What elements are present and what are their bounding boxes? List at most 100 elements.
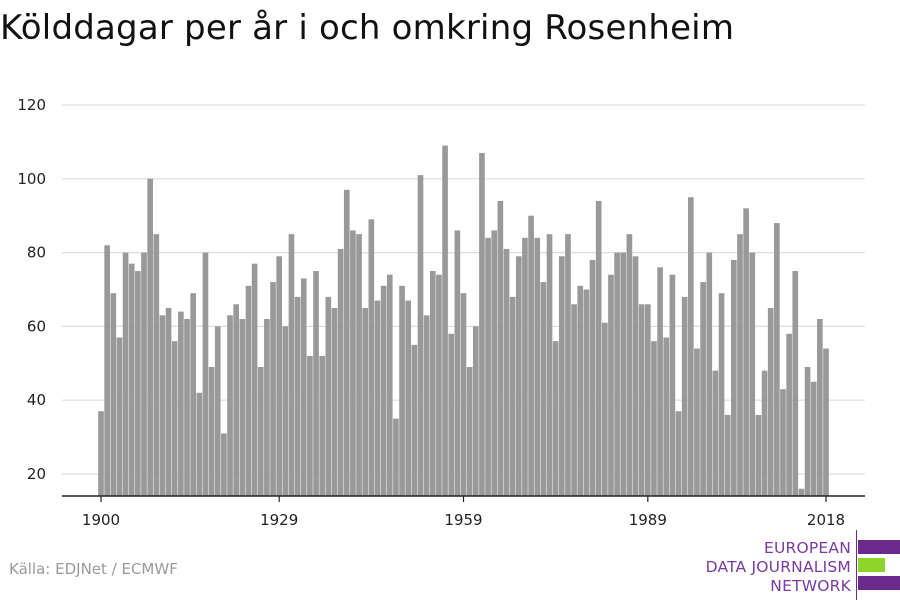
bar-1939[interactable] bbox=[337, 248, 344, 496]
bar-1973[interactable] bbox=[546, 234, 553, 496]
bar-1982[interactable] bbox=[601, 322, 608, 496]
bar-1943[interactable] bbox=[362, 307, 369, 496]
bar-1928[interactable] bbox=[270, 282, 276, 496]
bar-1903[interactable] bbox=[116, 337, 123, 496]
bar-1958[interactable] bbox=[454, 230, 461, 496]
bar-1938[interactable] bbox=[331, 307, 338, 496]
bar-1932[interactable] bbox=[294, 296, 301, 496]
bar-1944[interactable] bbox=[368, 219, 375, 496]
bar-1989[interactable] bbox=[644, 304, 651, 496]
bar-1934[interactable] bbox=[307, 355, 313, 496]
bar-1987[interactable] bbox=[632, 256, 639, 496]
bar-1978[interactable] bbox=[577, 285, 584, 496]
bar-1976[interactable] bbox=[565, 234, 571, 496]
bar-1984[interactable] bbox=[614, 252, 620, 496]
bar-1948[interactable] bbox=[393, 418, 399, 496]
bar-1947[interactable] bbox=[386, 274, 393, 496]
bar-1908[interactable] bbox=[147, 178, 153, 497]
bar-1942[interactable] bbox=[356, 234, 362, 496]
bar-2006[interactable] bbox=[749, 252, 756, 496]
bar-1914[interactable] bbox=[184, 319, 190, 496]
bar-1917[interactable] bbox=[202, 252, 209, 496]
bar-1983[interactable] bbox=[608, 274, 614, 496]
bar-1994[interactable] bbox=[675, 411, 682, 496]
bar-2003[interactable] bbox=[731, 259, 737, 496]
bar-1954[interactable] bbox=[429, 271, 436, 496]
bar-1931[interactable] bbox=[288, 234, 295, 496]
bar-2011[interactable] bbox=[780, 389, 786, 496]
bar-2005[interactable] bbox=[743, 208, 749, 496]
bar-1981[interactable] bbox=[595, 200, 602, 496]
bar-1965[interactable] bbox=[497, 200, 504, 496]
bar-1941[interactable] bbox=[350, 230, 356, 496]
bar-1905[interactable] bbox=[128, 263, 135, 496]
bar-1997[interactable] bbox=[694, 348, 700, 496]
bar-1963[interactable] bbox=[485, 237, 491, 496]
bar-1927[interactable] bbox=[264, 319, 270, 496]
bar-2016[interactable] bbox=[810, 381, 817, 496]
bar-1979[interactable] bbox=[583, 289, 590, 497]
bar-2007[interactable] bbox=[755, 414, 762, 496]
bar-1995[interactable] bbox=[681, 296, 688, 496]
bar-1936[interactable] bbox=[319, 355, 326, 496]
bar-2009[interactable] bbox=[767, 307, 774, 496]
bar-1904[interactable] bbox=[122, 252, 129, 496]
bar-1953[interactable] bbox=[423, 315, 430, 496]
bar-2017[interactable] bbox=[817, 319, 823, 496]
bar-1946[interactable] bbox=[380, 285, 387, 496]
bar-1970[interactable] bbox=[528, 215, 534, 496]
bar-1964[interactable] bbox=[491, 230, 498, 496]
bar-1918[interactable] bbox=[208, 366, 215, 496]
bar-1992[interactable] bbox=[663, 337, 670, 496]
bar-1916[interactable] bbox=[196, 392, 203, 496]
bar-2010[interactable] bbox=[774, 223, 780, 496]
bar-1985[interactable] bbox=[620, 252, 627, 496]
bar-1961[interactable] bbox=[472, 326, 479, 496]
bar-2012[interactable] bbox=[786, 333, 792, 496]
bar-1907[interactable] bbox=[141, 252, 147, 496]
bar-1971[interactable] bbox=[534, 237, 541, 496]
bar-1935[interactable] bbox=[313, 271, 319, 496]
bar-2000[interactable] bbox=[712, 370, 719, 496]
bar-1915[interactable] bbox=[190, 293, 196, 496]
bar-1909[interactable] bbox=[153, 234, 160, 496]
bar-1926[interactable] bbox=[257, 366, 264, 496]
bar-1986[interactable] bbox=[626, 234, 633, 496]
bar-1945[interactable] bbox=[374, 300, 381, 496]
bar-1962[interactable] bbox=[479, 152, 485, 496]
bar-1977[interactable] bbox=[571, 304, 577, 496]
bar-1921[interactable] bbox=[227, 315, 233, 496]
bar-1906[interactable] bbox=[135, 271, 141, 496]
bar-1956[interactable] bbox=[442, 145, 448, 496]
bar-1957[interactable] bbox=[448, 333, 455, 496]
bar-1996[interactable] bbox=[688, 197, 694, 496]
bar-1955[interactable] bbox=[436, 274, 442, 496]
bar-1991[interactable] bbox=[657, 267, 663, 496]
bar-1988[interactable] bbox=[638, 304, 645, 496]
bar-1910[interactable] bbox=[159, 315, 166, 496]
bar-2004[interactable] bbox=[737, 234, 743, 496]
bar-1933[interactable] bbox=[300, 278, 307, 496]
bar-1999[interactable] bbox=[706, 252, 713, 496]
bar-1920[interactable] bbox=[221, 433, 227, 496]
bar-1902[interactable] bbox=[110, 293, 117, 496]
bar-1952[interactable] bbox=[417, 175, 424, 497]
bar-2015[interactable] bbox=[804, 366, 811, 496]
bar-1969[interactable] bbox=[522, 237, 528, 496]
bar-1998[interactable] bbox=[700, 282, 706, 496]
bar-1900[interactable] bbox=[98, 411, 104, 496]
bar-1912[interactable] bbox=[171, 341, 178, 496]
bar-1913[interactable] bbox=[178, 311, 184, 496]
bar-1949[interactable] bbox=[399, 285, 405, 496]
bar-1951[interactable] bbox=[411, 344, 418, 496]
bar-2002[interactable] bbox=[724, 414, 731, 496]
bar-1980[interactable] bbox=[589, 259, 596, 496]
bar-1937[interactable] bbox=[325, 296, 332, 496]
bar-1930[interactable] bbox=[282, 326, 289, 496]
edjnet-logo[interactable]: EUROPEAN DATA JOURNALISM NETWORK bbox=[700, 530, 900, 600]
bar-1929[interactable] bbox=[276, 256, 283, 496]
bar-1968[interactable] bbox=[515, 256, 522, 496]
bar-1959[interactable] bbox=[460, 293, 467, 496]
bar-1990[interactable] bbox=[651, 341, 657, 496]
bar-1972[interactable] bbox=[540, 282, 547, 496]
